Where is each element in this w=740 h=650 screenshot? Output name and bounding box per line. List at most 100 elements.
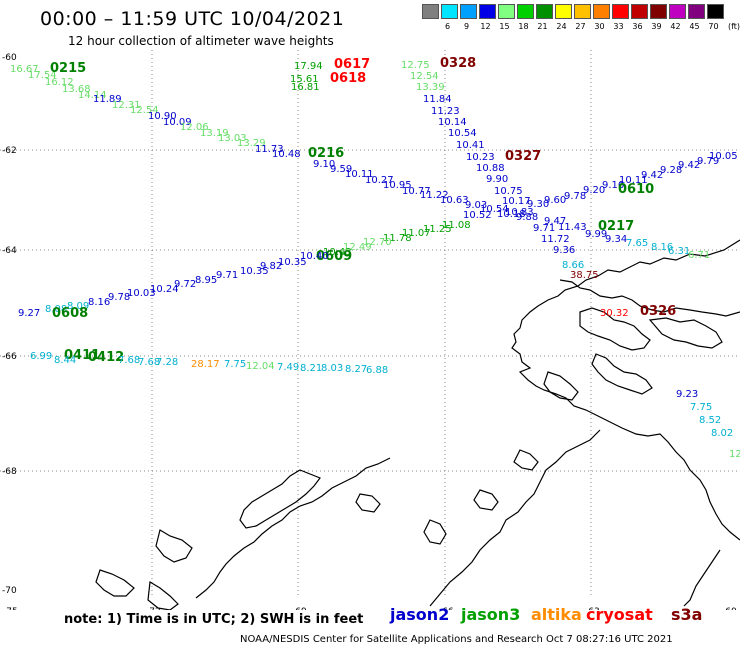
pass-time-label: 0411 [64, 348, 100, 363]
wave-height-label: 6.71 [688, 250, 710, 261]
wave-height-label: 11.07 [402, 228, 431, 239]
wave-height-label: 9.72 [174, 279, 196, 290]
wave-height-label: 8.16 [651, 242, 673, 253]
lon-label: -63 [585, 607, 600, 610]
color-scale-label: 70 [708, 22, 719, 31]
lon-label: -75 [3, 607, 18, 610]
wave-height-label: 7.75 [224, 359, 246, 370]
wave-height-label: 10.18 [497, 209, 526, 220]
color-scale-label: 18 [518, 22, 529, 31]
wave-height-label: 8.09 [67, 301, 89, 312]
wave-height-label: 30.32 [600, 308, 629, 319]
pass-time-label: 0215 [50, 61, 86, 76]
color-scale-label: 30 [594, 22, 605, 31]
wave-height-label: 9.59 [330, 164, 352, 175]
page-title: 00:00 – 11:59 UTC 10/04/2021 [40, 8, 345, 30]
observation-labels: 16.6717.54021516.1213.6814.1411.8912.311… [10, 56, 740, 460]
pass-time-label: 0217 [598, 219, 634, 234]
wave-height-label: 10.40 [300, 251, 329, 262]
wave-height-label: 8.16 [88, 297, 110, 308]
wave-height-label: 8.66 [562, 260, 584, 271]
wave-height-label: 6.31 [668, 246, 690, 257]
wave-height-label: 16.12 [45, 77, 74, 88]
wave-height-label: 9.10 [313, 159, 335, 170]
wave-height-label: 16.81 [291, 82, 320, 93]
color-swatch [688, 4, 705, 19]
wave-height-label: 14.14 [78, 90, 107, 101]
color-scale-label: 15 [499, 22, 510, 31]
lon-label: -69 [292, 607, 307, 610]
pass-time-label: 0609 [316, 249, 352, 264]
lat-label: -64 [2, 246, 17, 256]
wave-height-label: 10.83 [505, 207, 534, 218]
wave-height-label: 11.73 [255, 144, 284, 155]
wave-height-label: 7.75 [690, 402, 712, 413]
wave-height-label: 9.60 [544, 195, 566, 206]
wave-height-label: 15.61 [290, 74, 319, 85]
color-scale-label: 33 [613, 22, 624, 31]
page-subtitle: 12 hour collection of altimeter wave hei… [68, 34, 334, 48]
wave-height-label: 9.71 [533, 223, 555, 234]
pass-time-label: 0617 [334, 57, 370, 72]
wave-height-label: 13.29 [237, 138, 266, 149]
wave-height-label: 12.70 [363, 237, 392, 248]
wave-height-label: 10.75 [494, 186, 523, 197]
wave-height-label: 8.44 [54, 355, 76, 366]
color-swatch [669, 4, 686, 19]
pass-time-label: 0327 [505, 149, 541, 164]
wave-height-label: 11.78 [383, 233, 412, 244]
wave-height-label: 7.49 [277, 362, 299, 373]
wave-height-label: 16.67 [10, 64, 39, 75]
wave-height-label: 12.54 [130, 105, 159, 116]
wave-height-label: 10.17 [502, 196, 531, 207]
wave-height-label: 9.47 [544, 216, 566, 227]
wave-height-label: 9.28 [660, 165, 682, 176]
wave-height-label: 11.22 [420, 190, 449, 201]
wave-height-label: 9.71 [216, 270, 238, 281]
wave-height-map: -75 -72 -69 -66 -63 -60 -60 -62 -64 -66 -68 -70 16.… [0, 50, 740, 610]
wave-height-label: 7.68 [118, 355, 140, 366]
satellite-name: altika [531, 605, 582, 624]
wave-height-label: 9.82 [260, 261, 282, 272]
color-swatch [707, 4, 724, 19]
wave-height-label: 11.84 [423, 94, 452, 105]
lon-label: -60 [722, 607, 737, 610]
wave-height-label: 11.72 [541, 234, 570, 245]
wave-height-label: 11.08 [442, 220, 471, 231]
wave-height-label: 13.03 [218, 133, 247, 144]
wave-height-label: 9.42 [641, 170, 663, 181]
wave-height-label: 10.41 [456, 140, 485, 151]
wave-height-label: 12.75 [401, 60, 430, 71]
color-swatch [460, 4, 477, 19]
wave-height-label: 8.95 [195, 275, 217, 286]
map-grid: -75 -72 -69 -66 -63 -60 -60 -62 -64 -66 -68 -70 [0, 50, 740, 610]
wave-height-label: 13.19 [200, 128, 229, 139]
color-swatch [479, 4, 496, 19]
color-scale-label: 12 [480, 22, 491, 31]
color-swatch [498, 4, 515, 19]
wave-height-label: 10.88 [476, 163, 505, 174]
wave-height-label: 38.75 [570, 270, 599, 281]
wave-height-label: 9.03 [465, 200, 487, 211]
color-swatch [422, 4, 439, 19]
wave-height-label: 9.30 [527, 199, 549, 210]
pass-time-label: 0328 [440, 56, 476, 71]
pass-time-label: 0216 [308, 146, 344, 161]
wave-height-label: 10.95 [383, 180, 412, 191]
pass-time-label: 0608 [52, 306, 88, 321]
wave-height-label: 8.27 [345, 364, 367, 375]
lon-label: -66 [439, 607, 454, 610]
wave-height-label: 11.25 [423, 224, 452, 235]
wave-height-label: 12.04 [246, 361, 275, 372]
wave-height-label: 10.52 [463, 210, 492, 221]
wave-height-label: 7.28 [156, 357, 178, 368]
color-scale-label: 24 [556, 22, 567, 31]
wave-height-label: 7.65 [626, 238, 648, 249]
color-scale-label: 42 [670, 22, 681, 31]
lat-label: -70 [2, 586, 17, 596]
color-swatch [536, 4, 553, 19]
wave-height-label: 11.43 [558, 222, 587, 233]
color-swatch [593, 4, 610, 19]
color-scale-label: 39 [651, 22, 662, 31]
satellite-name: jason2 [390, 605, 450, 624]
